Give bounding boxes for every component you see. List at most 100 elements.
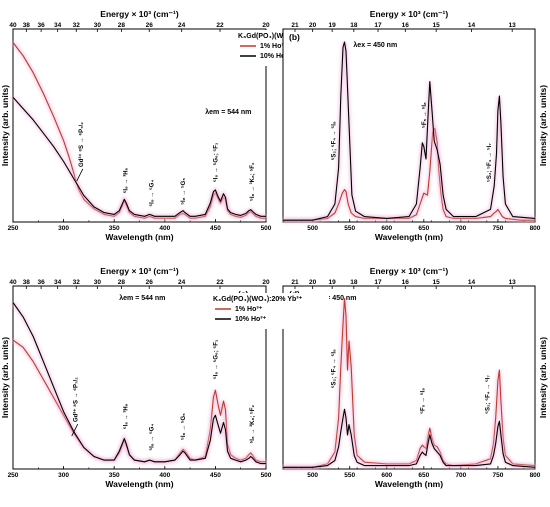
x-tick-label: 700 — [455, 225, 466, 232]
top-tick-label: 32 — [73, 22, 81, 29]
top-tick-label: 20 — [262, 279, 270, 286]
top-tick-label: 38 — [23, 279, 31, 286]
excitation-label: λex = 450 nm — [353, 41, 397, 49]
x-tick-label: 500 — [261, 225, 272, 232]
plot-frame — [12, 28, 267, 223]
panel-d: 500 550 600 650 700 750 800 21 20 19 18 17 16 15 14 13 W… — [211, 266, 548, 489]
panel-b: 500 550 600 650 700 750 800 21 20 19 18 17 16 15 14 13 W… — [282, 9, 548, 242]
series-line-1 — [283, 41, 536, 221]
top-tick-label: 24 — [178, 22, 186, 29]
transition-label: ⁵I₈ → ³H₆ — [122, 167, 129, 193]
transition-label: ⁵S₂; ⁵F₄ → ⁵I₇ — [487, 143, 493, 182]
transition-label: ⁵I₈ → ⁵G₄ — [150, 424, 156, 451]
x-tick-label: 300 — [58, 225, 69, 232]
top-tick-label: 34 — [54, 279, 62, 286]
x-tick-label: 650 — [418, 472, 429, 479]
top-tick-label: 30 — [94, 279, 102, 286]
top-tick-label: 22 — [216, 22, 224, 29]
y-axis-title: Intensity (arb. units) — [538, 85, 548, 166]
top-tick-label: 20 — [309, 279, 317, 286]
top-tick-label: 28 — [118, 279, 126, 286]
top-tick-label: 13 — [509, 22, 517, 29]
x-tick-label: 800 — [530, 472, 541, 479]
x-tick-label: 350 — [109, 472, 120, 479]
top-tick-label: 36 — [37, 22, 45, 29]
x-axis-title: Wavelength (nm) — [105, 479, 173, 489]
legend-title: K₃Gd(PO₄)(WO₄) — [238, 33, 294, 40]
transition-label: ⁵I₈ → ⁵G₅ — [181, 178, 187, 205]
excitation-label: λem = 544 nm — [205, 108, 251, 116]
top-axis-title: Energy × 10³ (cm⁻¹) — [370, 266, 449, 276]
series-line-1 — [283, 408, 536, 468]
x-tick-label: 450 — [210, 225, 221, 232]
x-axis-title: Wavelength (nm) — [105, 232, 173, 242]
top-tick-label: 22 — [216, 279, 224, 286]
x-tick-label: 750 — [493, 225, 504, 232]
top-axis-title: Energy × 10³ (cm⁻¹) — [370, 9, 449, 19]
y-axis-title: Intensity (arb. units) — [538, 337, 548, 418]
legend-box — [211, 293, 329, 329]
top-axis-title: Energy × 10³ (cm⁻¹) — [100, 266, 179, 276]
top-tick-label: 32 — [73, 279, 81, 286]
top-tick-label: 40 — [9, 22, 17, 29]
x-tick-label: 250 — [8, 225, 19, 232]
transition-label: ⁵I₈ → ³K₈; ⁵F₂ — [249, 405, 256, 444]
top-tick-label: 20 — [309, 22, 317, 29]
top-tick-label: 14 — [468, 22, 476, 29]
series-line-0 — [283, 297, 536, 468]
x-tick-label: 550 — [344, 225, 355, 232]
transition-label: ⁵F₅ → ⁵I₈ — [422, 102, 428, 128]
x-tick-label: 600 — [381, 472, 392, 479]
top-tick-label: 17 — [374, 279, 382, 286]
x-tick-label: 650 — [418, 225, 429, 232]
top-tick-label: 20 — [262, 22, 270, 29]
transition-label: ⁵S₂; ⁵F₄ → ⁵I₇ — [486, 375, 492, 414]
legend: K₃Gd(PO₄)(WO₄):20% Yb³⁺ 1% Ho³⁺ 10% Ho³⁺ — [211, 293, 329, 329]
transition-label: ⁵S₂; ⁵F₄ → ⁵I₈ — [331, 121, 337, 160]
series-line-1 — [12, 302, 266, 465]
transition-label: ⁵S₂; ⁵F₄ → ⁵I₈ — [331, 349, 337, 388]
top-tick-label: 14 — [468, 279, 476, 286]
top-tick-label: 21 — [291, 279, 299, 286]
top-tick-label: 40 — [9, 279, 17, 286]
chart-panels: 250 300 350 400 450 500 40 38 36 34 32 30 28 26 24 22 20… — [0, 9, 548, 489]
top-tick-label: 16 — [402, 279, 410, 286]
x-tick-label: 500 — [307, 225, 318, 232]
x-axis-title: Wavelength (nm) — [375, 232, 443, 242]
series-line-1 — [12, 96, 266, 217]
annotation-arrow — [71, 423, 79, 437]
excitation-label: λem = 544 nm — [119, 294, 165, 302]
x-tick-label: 500 — [261, 472, 272, 479]
transition-label: ⁵I₈ → ⁵G₆; ⁵F₁ — [213, 142, 219, 182]
top-tick-label: 13 — [509, 279, 517, 286]
x-tick-label: 600 — [381, 225, 392, 232]
top-tick-label: 18 — [350, 279, 358, 286]
top-tick-label: 17 — [374, 22, 382, 29]
transition-label: ⁵I₈ → ⁵G₅ — [181, 413, 187, 440]
legend-entry: 1% Ho³⁺ — [235, 306, 263, 313]
y-axis-title: Intensity (arb. units) — [0, 85, 10, 166]
transition-label: ⁵I₈ → ³H₆ — [122, 403, 129, 429]
transition-label: ⁵F₅ → ⁵I₈ — [420, 388, 426, 414]
top-tick-label: 19 — [329, 22, 337, 29]
transition-label: Gd³⁺ ⁸S → ⁶P₇/₂ — [78, 122, 85, 167]
x-tick-label: 400 — [159, 225, 170, 232]
y-axis-title: Intensity (arb. units) — [0, 337, 10, 418]
excitation-label: λex = 450 nm — [313, 294, 357, 302]
top-tick-label: 15 — [433, 22, 441, 29]
top-tick-label: 21 — [291, 22, 299, 29]
x-tick-label: 450 — [210, 472, 221, 479]
legend-title: K₃Gd(PO₄)(WO₄):20% Yb³⁺ — [213, 296, 303, 303]
x-tick-label: 700 — [455, 472, 466, 479]
x-tick-label: 350 — [109, 225, 120, 232]
x-tick-label: 500 — [307, 472, 318, 479]
top-tick-label: 26 — [146, 279, 154, 286]
top-tick-label: 24 — [178, 279, 186, 286]
panel-a: 250 300 350 400 450 500 40 38 36 34 32 30 28 26 24 22 20… — [0, 9, 330, 242]
annotation-arrow — [76, 168, 84, 182]
top-tick-label: 28 — [118, 22, 126, 29]
top-tick-label: 15 — [433, 279, 441, 286]
x-tick-label: 400 — [159, 472, 170, 479]
transition-label: ⁵I₈ → ³K₈; ⁵F₂ — [249, 162, 256, 201]
